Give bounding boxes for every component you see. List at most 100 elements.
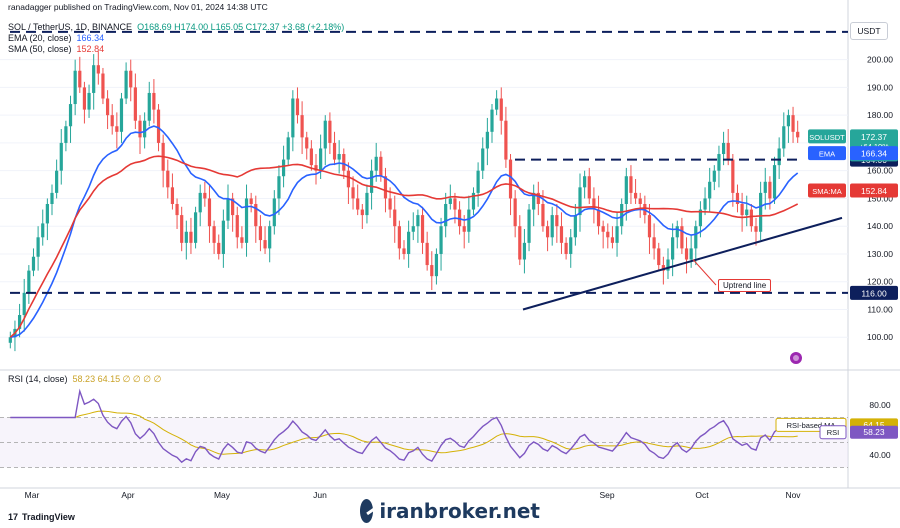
candle-body xyxy=(50,192,54,204)
candle-body xyxy=(397,226,401,249)
price-tick-label: 100.00 xyxy=(867,332,893,342)
level-label: 116.00 xyxy=(861,288,887,298)
series-tag: SOLUSDT xyxy=(809,133,845,142)
candle-body xyxy=(175,203,179,216)
candle-body xyxy=(147,92,151,121)
rsi-legend[interactable]: RSI (14, close) 58.23 64.15 ∅ ∅ ∅ ∅ xyxy=(8,374,161,385)
series-tag: SMA:MA xyxy=(812,187,842,196)
candle-body xyxy=(360,209,364,216)
candle-body xyxy=(661,265,665,271)
candle-body xyxy=(379,156,383,177)
candle-body xyxy=(281,159,286,177)
time-tick-label: Nov xyxy=(785,490,801,500)
candle-body xyxy=(129,70,133,88)
candle-body xyxy=(356,198,360,210)
candle-body xyxy=(295,98,300,116)
candle-body xyxy=(420,215,425,243)
candle-body xyxy=(244,198,249,243)
candle-body xyxy=(499,98,503,121)
tv-mark-icon: 17 xyxy=(8,512,19,522)
candle-body xyxy=(87,92,91,110)
symbol-title: SOL / TetherUS, 1D, BINANCE xyxy=(8,22,133,32)
candle-body xyxy=(82,87,87,110)
candle-body xyxy=(263,240,267,249)
rsi-tick-label: 80.00 xyxy=(869,400,891,410)
candle-body xyxy=(657,248,661,266)
tradingview-logo[interactable]: 17 TradingView xyxy=(8,512,75,522)
candle-body xyxy=(78,70,82,88)
rsi-tag-bg xyxy=(819,425,847,440)
series-tag: EMA xyxy=(819,150,835,159)
candle-body xyxy=(763,181,767,193)
candle-body xyxy=(721,142,726,155)
candle-body xyxy=(268,226,272,249)
candle-body xyxy=(791,115,795,132)
candle-body xyxy=(601,226,605,232)
candle-body xyxy=(258,226,263,241)
uptrend-annotation: Uptrend line xyxy=(718,279,772,292)
candle-body xyxy=(717,154,721,171)
price-tick-label: 160.00 xyxy=(867,166,893,176)
candle-body xyxy=(124,70,128,99)
series-value-bg xyxy=(850,183,898,198)
candle-body xyxy=(73,70,77,105)
candle-body xyxy=(240,237,244,243)
sma-value: 152.84 xyxy=(76,44,105,54)
candle-body xyxy=(226,198,230,221)
candle-body xyxy=(615,226,619,243)
event-icon[interactable] xyxy=(790,352,802,364)
ema-line xyxy=(10,125,799,339)
rsi-ma-line xyxy=(10,410,798,455)
level-label-bg xyxy=(850,285,898,300)
time-tick-label: Jun xyxy=(313,490,327,500)
candle-body xyxy=(504,120,508,160)
annotation-pointer xyxy=(692,259,717,286)
candle-body xyxy=(735,192,740,204)
rsi-value: 58.23 xyxy=(863,427,885,437)
time-tick-label: Oct xyxy=(695,490,709,500)
candle-body xyxy=(407,231,411,254)
candle-body xyxy=(180,215,184,243)
candle-body xyxy=(393,209,397,227)
time-tick-label: Apr xyxy=(121,490,134,500)
ema-legend[interactable]: EMA (20, close) 166.34 xyxy=(8,33,104,43)
tradingview-label: TradingView xyxy=(22,512,75,522)
candle-body xyxy=(467,209,471,232)
candle-body xyxy=(490,109,494,132)
candle-body xyxy=(351,187,355,199)
rsi-value-bg xyxy=(850,425,898,439)
currency-button[interactable]: USDT xyxy=(850,22,888,40)
candle-body xyxy=(217,242,221,254)
series-tag-bg xyxy=(808,129,846,144)
watermark-text: iranbroker.net xyxy=(379,499,540,523)
candle-body xyxy=(559,226,564,243)
candle-body xyxy=(189,231,193,243)
candle-body xyxy=(740,203,744,216)
candle-body xyxy=(647,215,652,238)
published-line: ranadagger published on TradingView.com,… xyxy=(8,2,268,12)
candle-body xyxy=(64,126,68,143)
candle-body xyxy=(115,126,119,132)
candle-body xyxy=(541,203,545,227)
candle-body xyxy=(434,253,439,277)
candle-body xyxy=(448,198,452,204)
candle-body xyxy=(712,170,716,182)
candle-body xyxy=(68,104,73,127)
candle-body xyxy=(369,170,374,193)
sma-label: SMA (50, close) xyxy=(8,44,72,54)
candle-body xyxy=(156,109,161,143)
candle-body xyxy=(476,170,480,193)
candle-body xyxy=(481,148,485,171)
candle-body xyxy=(319,148,323,171)
candle-body xyxy=(633,192,638,199)
candle-body xyxy=(689,248,693,260)
candle-body xyxy=(536,192,540,204)
candle-body xyxy=(36,237,40,257)
sma-legend[interactable]: SMA (50, close) 152.84 xyxy=(8,44,104,54)
candle-body xyxy=(610,237,615,243)
candle-body xyxy=(411,226,415,232)
candle-body xyxy=(430,265,434,277)
candle-body xyxy=(777,148,781,166)
candle-body xyxy=(425,242,429,266)
